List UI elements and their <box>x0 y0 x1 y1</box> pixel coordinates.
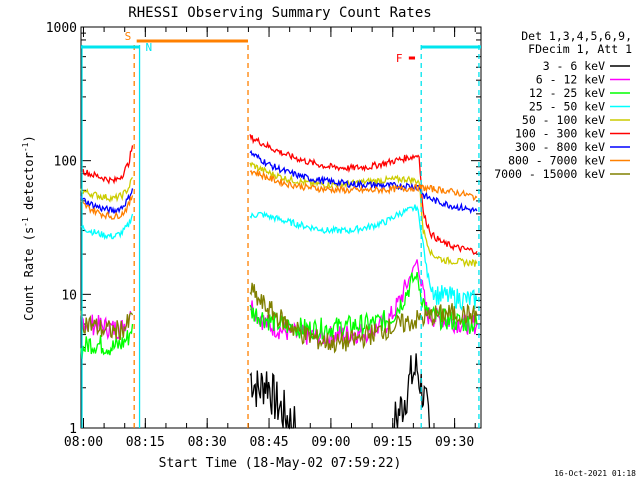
series-line-7 <box>80 188 134 216</box>
plot-area: 1 10 100 1000 08:00 08:15 08:30 08:45 09:00 09:15… <box>46 21 482 450</box>
chart-title: RHESSI Observing Summary Count Rates <box>128 5 431 21</box>
y-axis-label-sup1: -1 <box>21 217 30 227</box>
legend-label: 800 - 7000 keV <box>508 154 605 168</box>
x-tick-label: 08:45 <box>249 435 288 450</box>
y-axis-label: Count Rate (s-1 detector-1) <box>21 135 36 320</box>
series-line-9 <box>249 282 478 354</box>
legend-label: 50 - 100 keV <box>522 113 605 127</box>
y-axis-label-end: ) <box>22 135 36 142</box>
series-line-8 <box>80 195 134 220</box>
series-line-9 <box>80 310 134 341</box>
saa-flag-label: S <box>125 30 132 43</box>
night-flag-label: N <box>146 41 153 54</box>
plot-frame <box>80 26 482 429</box>
flare-flag-label: F <box>396 52 403 65</box>
y-axis-label-main: Count Rate (s <box>22 227 36 321</box>
series-line-6 <box>80 145 134 185</box>
series-line-4 <box>249 204 478 311</box>
series-line-7 <box>249 149 478 215</box>
legend-label: 12 - 25 keV <box>529 86 605 100</box>
x-axis-label: Start Time (18-May-02 07:59:22) <box>159 456 402 471</box>
timestamp: 16-Oct-2021 01:18 <box>554 469 636 478</box>
x-tick-label: 09:15 <box>373 435 412 450</box>
series-line-1 <box>393 353 431 429</box>
legend-label: 3 - 6 keV <box>543 59 605 73</box>
x-tick-label: 08:30 <box>188 435 227 450</box>
legend-header-line: FDecim 1, Att 1 <box>528 42 632 56</box>
y-tick-label: 10 <box>61 288 77 303</box>
legend-label: 300 - 800 keV <box>515 140 605 154</box>
legend-header-line: Det 1,3,4,5,6,9, <box>521 29 632 43</box>
series-line-3 <box>80 323 134 360</box>
series-line-3 <box>249 272 478 340</box>
y-tick-label: 1000 <box>46 21 77 36</box>
x-tick-label: 08:00 <box>64 435 103 450</box>
legend-label: 7000 - 15000 keV <box>494 167 605 181</box>
series-line-1 <box>249 370 297 430</box>
series-line-6 <box>249 134 478 256</box>
legend-label: 25 - 50 keV <box>529 100 605 114</box>
x-tick-label: 08:15 <box>126 435 165 450</box>
legend: Det 1,3,4,5,6,9,FDecim 1, Att 1 3 - 6 keV… <box>494 29 632 181</box>
legend-label: 100 - 300 keV <box>515 127 605 141</box>
series-line-8 <box>249 169 478 202</box>
y-tick-label: 100 <box>54 155 77 170</box>
x-tick-label: 09:30 <box>435 435 474 450</box>
y-axis-label-sup2: -1 <box>21 142 30 152</box>
series-line-2 <box>250 259 478 347</box>
series-line-5 <box>249 161 478 268</box>
x-tick-label: 09:00 <box>311 435 350 450</box>
legend-label: 6 - 12 keV <box>536 73 605 87</box>
y-tick-label: 1 <box>69 422 77 437</box>
series-line-4 <box>80 213 134 241</box>
y-axis-label-mid: detector <box>22 152 36 217</box>
series-line-5 <box>80 177 134 203</box>
